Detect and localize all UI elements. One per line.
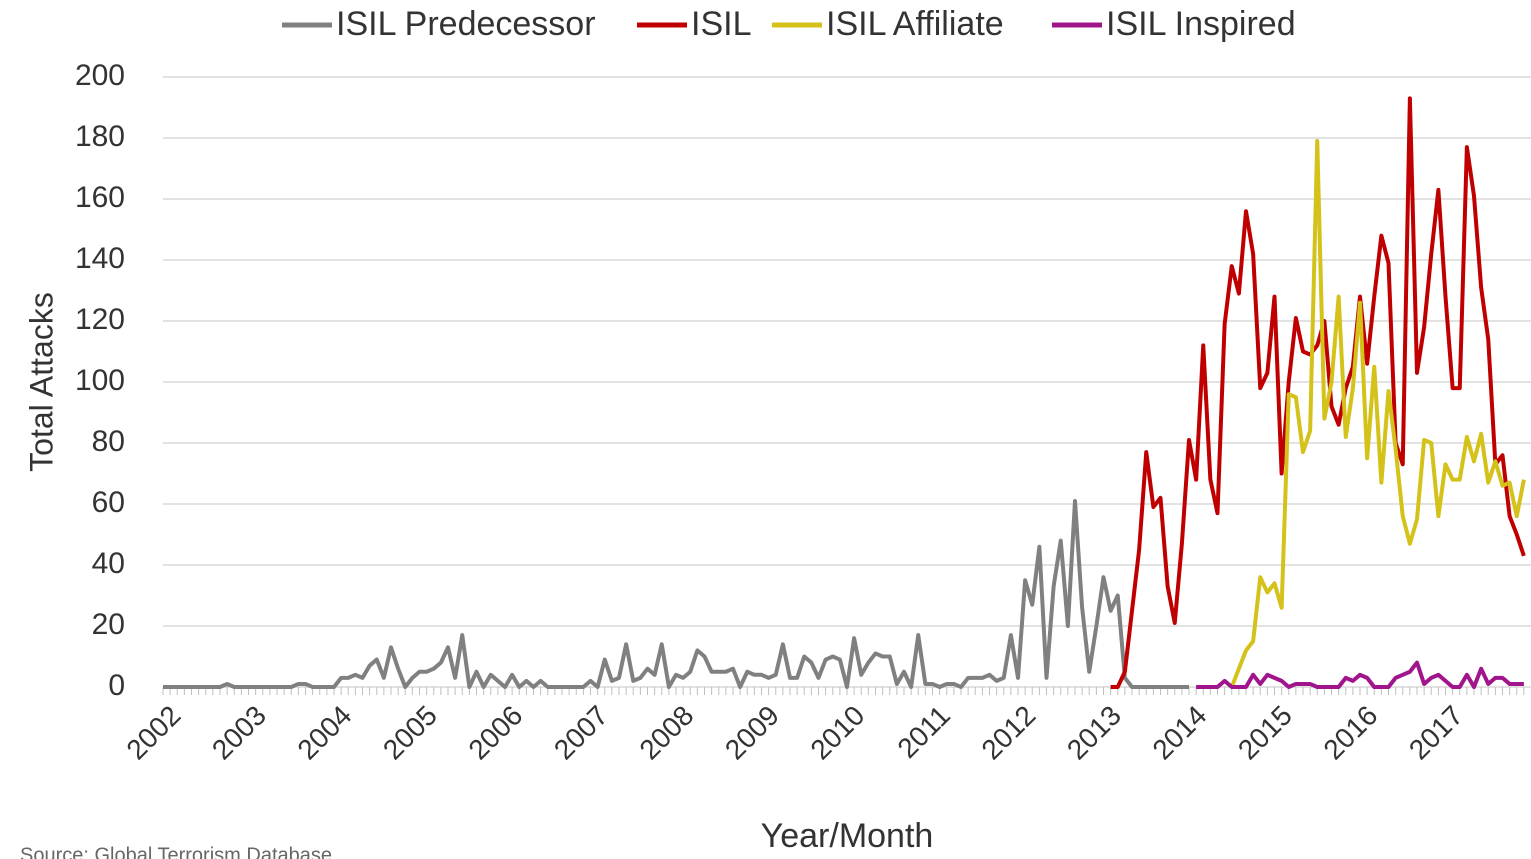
x-tick-label: 2006 [462, 700, 528, 766]
y-tick-label: 0 [108, 669, 125, 702]
x-tick-label: 2010 [804, 700, 870, 766]
series-line [1110, 96, 1526, 689]
y-tick-label: 40 [92, 547, 125, 580]
y-tick-label: 100 [75, 364, 125, 397]
x-tick-label: 2013 [1061, 700, 1127, 766]
x-tick-label: 2002 [120, 700, 186, 766]
x-tick-label: 2009 [719, 700, 785, 766]
series-line [1196, 660, 1524, 689]
x-axis-title: Year/Month [761, 817, 934, 855]
y-tick-label: 120 [75, 303, 125, 336]
x-tick-label: 2011 [891, 700, 956, 765]
x-tick-label: 2015 [1232, 700, 1298, 766]
x-tick-label: 2005 [377, 700, 443, 766]
series-line [163, 498, 1189, 689]
y-tick-label: 180 [75, 120, 125, 153]
y-tick-label: 160 [75, 181, 125, 214]
x-tick-label: 2014 [1146, 700, 1212, 766]
legend-label: ISIL Inspired [1106, 5, 1296, 43]
legend-label: ISIL Predecessor [336, 5, 596, 43]
x-tick-label: 2004 [291, 700, 357, 766]
y-tick-label: 200 [75, 59, 125, 92]
y-tick-label: 80 [92, 425, 125, 458]
x-tick-label: 2007 [548, 700, 614, 766]
legend-label: ISIL Affiliate [826, 5, 1004, 43]
y-tick-label: 20 [92, 608, 125, 641]
x-tick-label: 2016 [1317, 700, 1383, 766]
x-tick-label: 2008 [633, 700, 699, 766]
x-tick-label: 2003 [206, 700, 272, 766]
x-tick-label: 2017 [1403, 700, 1469, 766]
y-tick-label: 140 [75, 242, 125, 275]
y-tick-label: 60 [92, 486, 125, 519]
source-note: Source: Global Terrorism Database [20, 844, 332, 859]
series-line [1229, 139, 1526, 688]
y-axis-title: Total Attacks [23, 292, 59, 472]
legend-label: ISIL [691, 5, 751, 43]
x-tick-label: 2012 [975, 700, 1041, 766]
